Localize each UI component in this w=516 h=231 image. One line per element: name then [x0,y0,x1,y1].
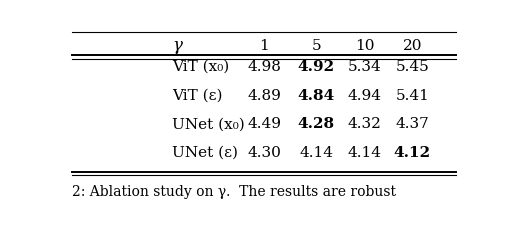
Text: 4.84: 4.84 [298,88,335,102]
Text: 1: 1 [260,39,269,52]
Text: γ: γ [172,37,182,54]
Text: 5.34: 5.34 [348,60,381,74]
Text: UNet (x₀): UNet (x₀) [172,117,245,131]
Text: 5: 5 [312,39,321,52]
Text: 4.89: 4.89 [248,88,281,102]
Text: 5.45: 5.45 [396,60,429,74]
Text: 4.92: 4.92 [298,60,335,74]
Text: 4.30: 4.30 [248,145,281,159]
Text: 20: 20 [402,39,422,52]
Text: 4.49: 4.49 [248,117,281,131]
Text: 10: 10 [354,39,374,52]
Text: 4.94: 4.94 [347,88,381,102]
Text: ViT (ε): ViT (ε) [172,88,223,102]
Text: 4.12: 4.12 [394,145,431,159]
Text: 4.37: 4.37 [396,117,429,131]
Text: 4.14: 4.14 [299,145,333,159]
Text: 4.32: 4.32 [347,117,381,131]
Text: ViT (x₀): ViT (x₀) [172,60,230,74]
Text: 2: Ablation study on γ.  The results are robust: 2: Ablation study on γ. The results are … [72,184,396,198]
Text: UNet (ε): UNet (ε) [172,145,238,159]
Text: 5.41: 5.41 [395,88,429,102]
Text: 4.28: 4.28 [298,117,335,131]
Text: 4.98: 4.98 [248,60,281,74]
Text: 4.14: 4.14 [347,145,381,159]
